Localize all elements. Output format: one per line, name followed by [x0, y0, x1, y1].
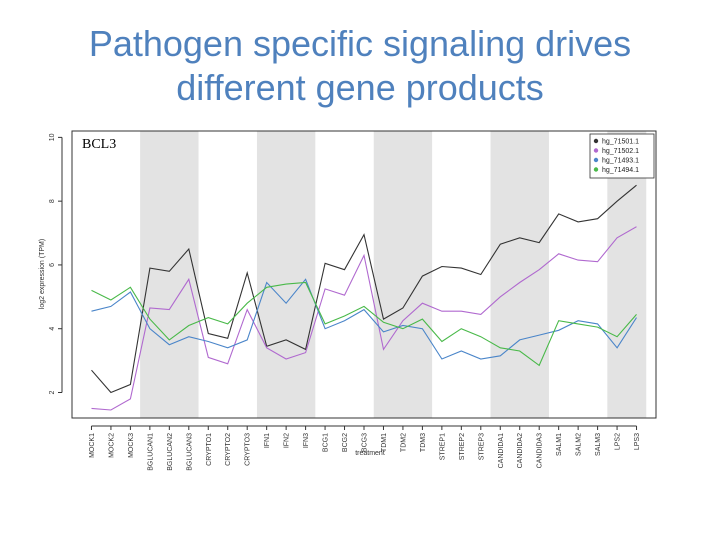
legend-marker: [593, 167, 599, 172]
shaded-bands: [140, 131, 647, 418]
series-line-3: [91, 278, 637, 360]
legend-marker: [593, 148, 599, 153]
x-tick-label: MOCK1: [89, 433, 96, 458]
series-lines: [91, 184, 637, 411]
x-tick-label: CRYPTO2: [225, 433, 232, 466]
legend-marker: [593, 138, 599, 144]
legend-box: [589, 133, 655, 179]
slide-title-line1: Pathogen specific signaling drives: [88, 23, 632, 64]
slide-title: Pathogen specific signaling drives diffe…: [0, 22, 720, 110]
band-candida: [490, 131, 549, 418]
x-tick-label: CRYPTO1: [206, 433, 213, 466]
x-tick-label: STREP1: [439, 433, 446, 460]
x-tick-label: CANDIDA3: [537, 433, 544, 469]
legend-entry: hg_71494.1: [602, 167, 639, 174]
x-tick-label: IFN3: [303, 433, 310, 448]
x-axis: MOCK1 MOCK2 MOCK3 BGLUCAN1 BGLUCAN2 BGLUCAN3 C…: [89, 425, 641, 471]
y-tick-label: 4: [49, 327, 56, 331]
y-tick-label: 8: [49, 199, 56, 203]
x-tick-label: STREP2: [459, 433, 466, 460]
x-tick-label: BCG2: [342, 433, 349, 452]
y-tick-label: 10: [49, 133, 56, 141]
legend-entry: hg_71501.1: [602, 139, 639, 146]
chart-title: BCL3: [82, 137, 117, 152]
x-axis-title: treatment: [355, 450, 385, 457]
band-lps: [607, 131, 647, 418]
plot-frame: [71, 130, 657, 419]
x-tick-label: IFN2: [284, 433, 291, 448]
legend-entry: hg_71493.1: [602, 158, 639, 165]
x-tick-label: CANDIDA2: [517, 433, 524, 469]
legend-marker: [593, 157, 599, 163]
x-tick-label: IFN1: [264, 433, 271, 448]
x-tick-label: CRYPTO3: [245, 433, 252, 466]
x-tick-label: MOCK2: [108, 433, 115, 458]
x-tick-label: TDM2: [400, 433, 407, 452]
x-tick-label: SALM3: [595, 433, 602, 456]
x-tick-label: BCG3: [362, 433, 369, 452]
x-tick-label: TDM3: [420, 433, 427, 452]
band-ifn: [256, 131, 316, 418]
series-line-2: [91, 226, 637, 411]
x-tick-label: MOCK3: [128, 433, 135, 458]
band-bglucan: [140, 131, 199, 418]
x-tick-label: CANDIDA1: [498, 433, 505, 469]
y-axis-title: log2 expression (TPM): [39, 239, 46, 309]
series-line-4: [91, 281, 637, 367]
x-tick-label: SALM1: [556, 433, 563, 456]
legend: hg_71501.1 hg_71502.1 hg_71493.1 hg_71494.1: [589, 133, 655, 179]
y-axis: 2 4 6 8 10: [49, 133, 63, 394]
y-tick-label: 2: [49, 390, 56, 394]
x-tick-label: BGLUCAN1: [147, 433, 154, 471]
y-tick-label: 6: [49, 263, 56, 267]
x-tick-label: STREP3: [478, 433, 485, 460]
x-tick-label: BCG1: [323, 433, 330, 452]
x-tick-label: TDM1: [381, 433, 388, 452]
legend-entry: hg_71502.1: [602, 148, 639, 155]
x-tick-label: LPS3: [634, 433, 641, 450]
band-tdm: [373, 131, 433, 418]
x-tick-label: LPS2: [615, 433, 622, 450]
series-line-1: [91, 184, 637, 394]
slide-title-line2: different gene products: [176, 67, 544, 108]
x-tick-label: BGLUCAN3: [186, 433, 193, 471]
x-tick-label: BGLUCAN2: [167, 433, 174, 471]
x-tick-label: SALM2: [576, 433, 583, 456]
